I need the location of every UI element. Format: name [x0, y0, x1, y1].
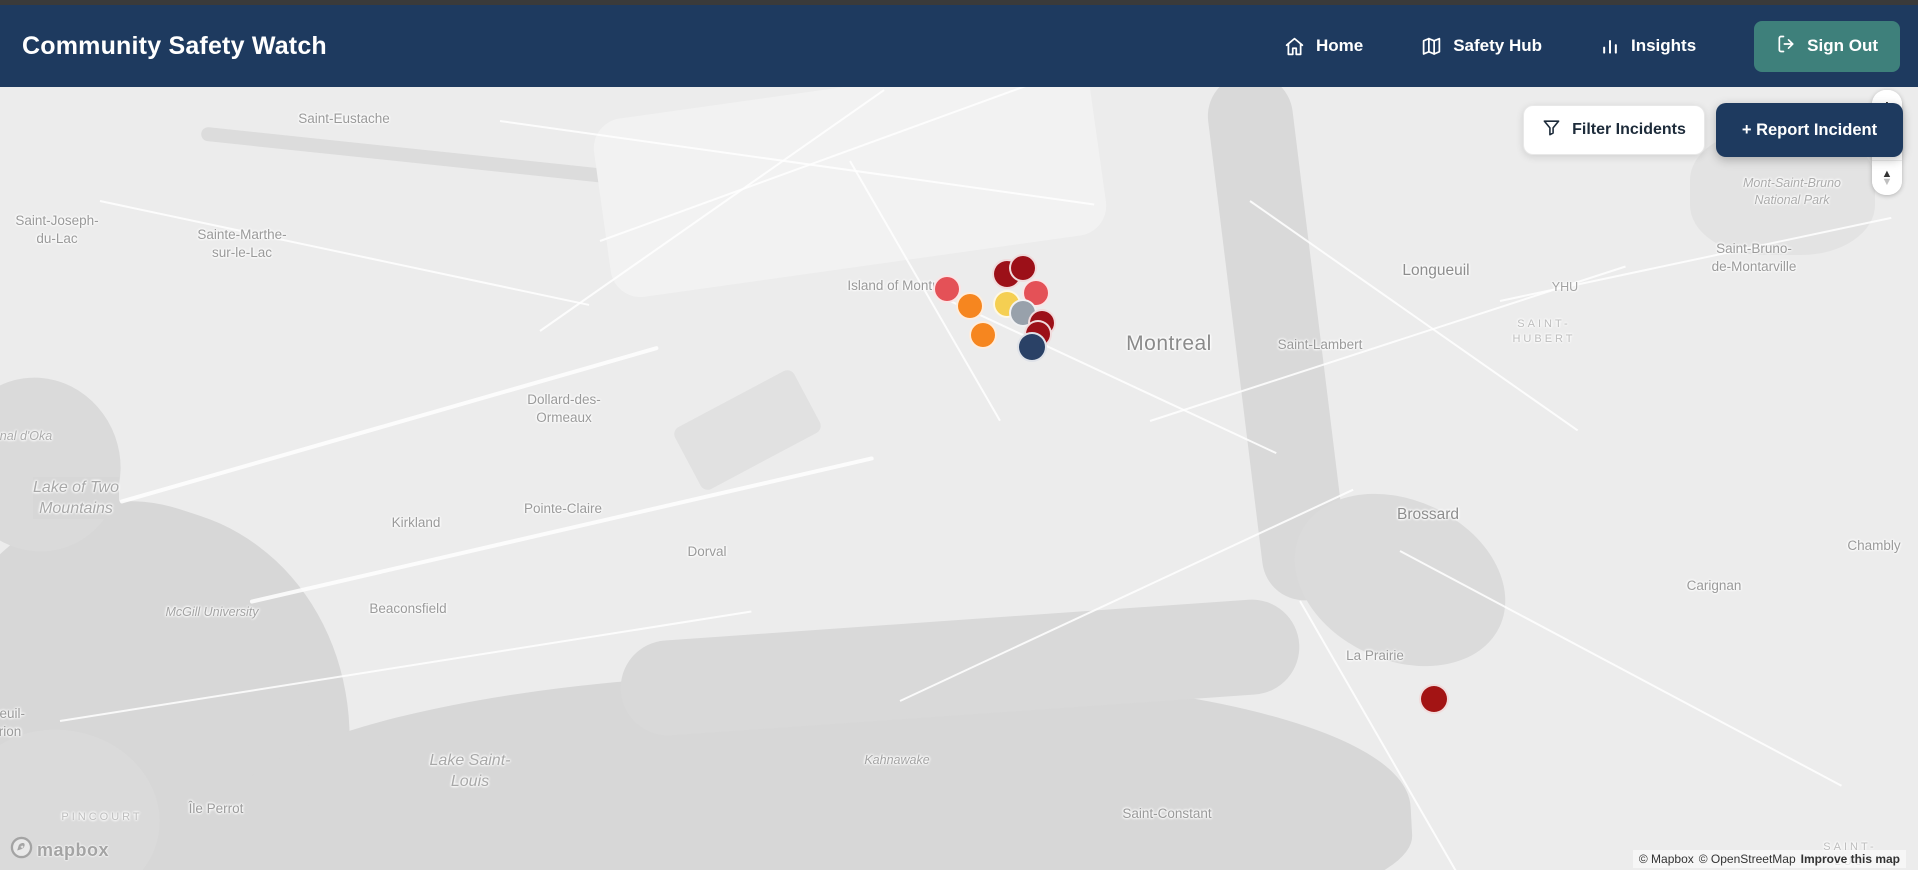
funnel-icon: [1542, 118, 1561, 142]
bar-chart-icon: [1600, 36, 1620, 56]
home-icon: [1284, 36, 1305, 57]
incident-marker[interactable]: [1017, 332, 1047, 362]
improve-map-link[interactable]: Improve this map: [1800, 852, 1900, 866]
map-icon: [1421, 36, 1442, 57]
nav-item-label: Safety Hub: [1453, 36, 1542, 55]
nav-item-safety-hub[interactable]: Safety Hub: [1421, 36, 1542, 57]
mapbox-logo[interactable]: mapbox: [10, 836, 109, 864]
report-incident-button[interactable]: + Report Incident: [1716, 103, 1903, 157]
incident-marker[interactable]: [1009, 254, 1037, 282]
incident-marker[interactable]: [969, 321, 997, 349]
mapbox-logo-icon: [10, 836, 33, 864]
window-chrome-strip: [0, 0, 1918, 5]
app-header: Community Safety Watch Home Safety Hub I…: [0, 5, 1918, 87]
sign-out-label: Sign Out: [1807, 36, 1878, 55]
filter-incidents-label: Filter Incidents: [1572, 121, 1686, 138]
osm-attribution-link[interactable]: © OpenStreetMap: [1698, 852, 1796, 866]
compass-button[interactable]: ▲ ▼: [1872, 159, 1902, 195]
nav-item-home[interactable]: Home: [1284, 36, 1363, 57]
nav-item-label: Home: [1315, 36, 1364, 55]
incident-marker[interactable]: [933, 275, 961, 303]
log-out-icon: [1776, 34, 1796, 59]
incident-marker[interactable]: [1419, 684, 1449, 714]
mapbox-wordmark: mapbox: [37, 839, 110, 860]
nav-item-label: Insights: [1631, 36, 1697, 55]
compass-icon: ▲ ▼: [1881, 167, 1893, 188]
filter-incidents-button[interactable]: Filter Incidents: [1523, 105, 1705, 155]
main-nav: Home Safety Hub Insights Sign Out: [1284, 20, 1900, 72]
map-attribution: © Mapbox © OpenStreetMap Improve this ma…: [1632, 850, 1906, 868]
incident-marker[interactable]: [956, 292, 984, 320]
map-canvas[interactable]: Saint-Eustache Saint-Joseph- du-Lac Sainte…: [0, 87, 1918, 870]
nav-item-insights[interactable]: Insights: [1600, 36, 1696, 56]
map-markers: [0, 87, 1918, 870]
report-incident-label: + Report Incident: [1741, 120, 1878, 139]
mapbox-attribution-link[interactable]: © Mapbox: [1638, 852, 1694, 866]
page-title: Community Safety Watch: [22, 31, 327, 60]
sign-out-button[interactable]: Sign Out: [1754, 20, 1900, 72]
